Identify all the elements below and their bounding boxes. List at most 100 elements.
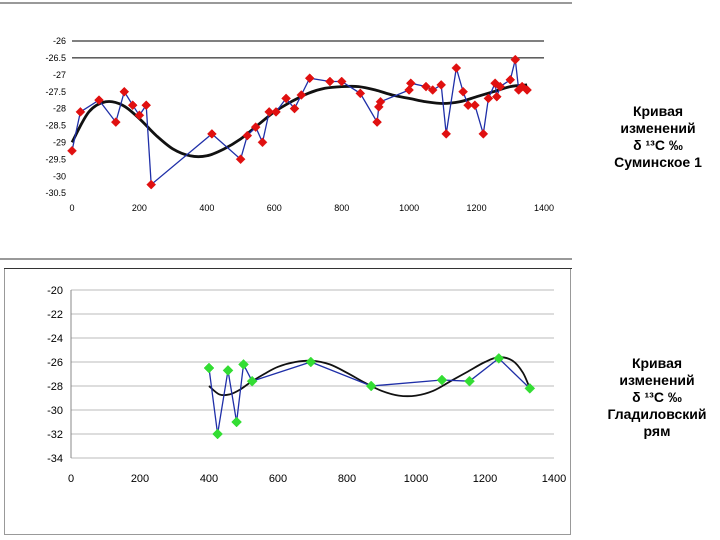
data-point: [271, 107, 281, 117]
x-tick-label: 800: [334, 203, 349, 213]
data-point: [372, 117, 382, 127]
data-point: [421, 81, 431, 92]
x-tick-label: 800: [338, 473, 356, 485]
data-point: [404, 85, 414, 95]
data-point: [493, 353, 505, 364]
x-tick-label: 600: [267, 203, 282, 213]
data-point: [238, 359, 249, 370]
x-tick-label: 600: [269, 473, 287, 485]
y-tick-label: -28: [47, 381, 63, 393]
chart-panel-suminskoe: -26 -26.5 -27 -27.5 -28 -28.5 -29 -29.5 -30 -30.5…: [0, 0, 578, 262]
data-point: [436, 374, 448, 386]
caption-line: Кривая: [631, 355, 683, 371]
data-point: [304, 73, 315, 84]
chart-suminskoe: -26 -26.5 -27 -27.5 -28 -28.5 -29 -29.5 -30 -30.5…: [0, 2, 572, 260]
data-point: [257, 137, 268, 148]
data-point: [365, 380, 377, 392]
data-point: [134, 110, 145, 121]
data-point: [75, 107, 86, 117]
caption-line: δ ¹³C ‰: [633, 137, 683, 153]
data-point: [451, 63, 462, 73]
data-point: [94, 95, 104, 105]
chart-gladilovsky: -20 -22 -24 -26 -28 -30 -32 -34 0 200 400 600 800 100…: [4, 268, 572, 535]
x-tick-label: 1200: [473, 473, 497, 485]
data-point: [510, 54, 521, 65]
data-point: [212, 428, 223, 440]
data-point: [281, 93, 291, 104]
data-line: [208, 357, 531, 435]
x-tick-label: 1400: [542, 473, 566, 485]
x-tick-label: 1000: [399, 203, 419, 213]
x-tick-label: 400: [200, 473, 218, 485]
y-tick-label: -34: [47, 453, 63, 465]
y-tick-label: -27.5: [45, 87, 66, 97]
data-point: [127, 100, 138, 111]
data-point: [231, 416, 242, 428]
data-point: [505, 74, 516, 85]
data-point: [67, 145, 77, 156]
chart-caption-suminskoe: Кривая изменений δ ¹³C ‰ Суминское 1: [598, 103, 718, 171]
y-tick-label: -22: [47, 309, 63, 321]
y-tick-label: -26: [53, 36, 66, 46]
data-point: [222, 365, 234, 376]
data-point: [250, 122, 261, 132]
data-point: [203, 362, 215, 374]
data-point: [464, 375, 475, 387]
y-tick-label: -30.5: [45, 188, 66, 198]
x-tick-label: 0: [69, 203, 74, 213]
y-tick-label: -30: [47, 405, 63, 417]
y-tick-label: -27: [53, 70, 66, 80]
caption-line: Суминское 1: [614, 154, 702, 170]
chart-caption-gladilovsky: Кривая изменений δ ¹³C ‰ Гладиловский ря…: [597, 355, 717, 440]
data-point: [355, 88, 366, 99]
data-point: [436, 80, 447, 90]
data-line: [71, 59, 528, 186]
data-point: [441, 129, 452, 139]
x-tick-label: 0: [68, 473, 74, 485]
data-point: [325, 76, 335, 87]
data-point: [207, 129, 217, 139]
y-tick-label: -32: [47, 429, 63, 441]
data-point: [305, 356, 317, 368]
caption-line: δ ¹³C ‰: [632, 389, 682, 405]
data-point: [336, 76, 347, 87]
data-point: [458, 86, 468, 97]
x-tick-label: 200: [131, 473, 149, 485]
y-tick-label: -20: [47, 285, 63, 297]
data-point: [491, 91, 502, 102]
data-point: [495, 81, 506, 92]
data-point: [524, 383, 536, 394]
y-tick-label: -28: [53, 104, 66, 114]
data-point: [483, 93, 494, 104]
caption-line: изменений: [620, 120, 696, 136]
chart-panel-gladilovsky: -20 -22 -24 -26 -28 -30 -32 -34 0 200 400 600 800 100…: [4, 268, 572, 536]
data-point: [427, 85, 438, 95]
y-tick-label: -29: [53, 137, 66, 147]
data-point: [146, 179, 157, 190]
data-point: [242, 130, 253, 141]
y-tick-label: -26.5: [45, 53, 66, 63]
data-point: [470, 100, 480, 111]
data-point: [478, 129, 489, 139]
data-point: [522, 85, 532, 95]
data-point: [246, 375, 258, 387]
data-point: [463, 100, 473, 111]
x-tick-label: 1200: [467, 203, 487, 213]
caption-line: Кривая: [632, 103, 684, 119]
y-tick-label: -29.5: [45, 154, 66, 164]
trend-curve: [208, 356, 531, 398]
x-tick-label: 400: [199, 203, 214, 213]
data-point: [405, 78, 416, 89]
data-point: [264, 107, 275, 117]
data-point: [289, 103, 300, 114]
caption-line: рям: [643, 423, 671, 439]
caption-line: Гладиловский: [607, 406, 707, 422]
data-point: [110, 117, 121, 127]
chart-border: [4, 268, 571, 535]
data-point: [235, 154, 246, 165]
data-point: [296, 90, 307, 100]
caption-line: изменений: [619, 372, 695, 388]
y-tick-label: -30: [53, 171, 66, 181]
data-point: [119, 86, 130, 97]
y-tick-label: -28.5: [45, 121, 66, 131]
